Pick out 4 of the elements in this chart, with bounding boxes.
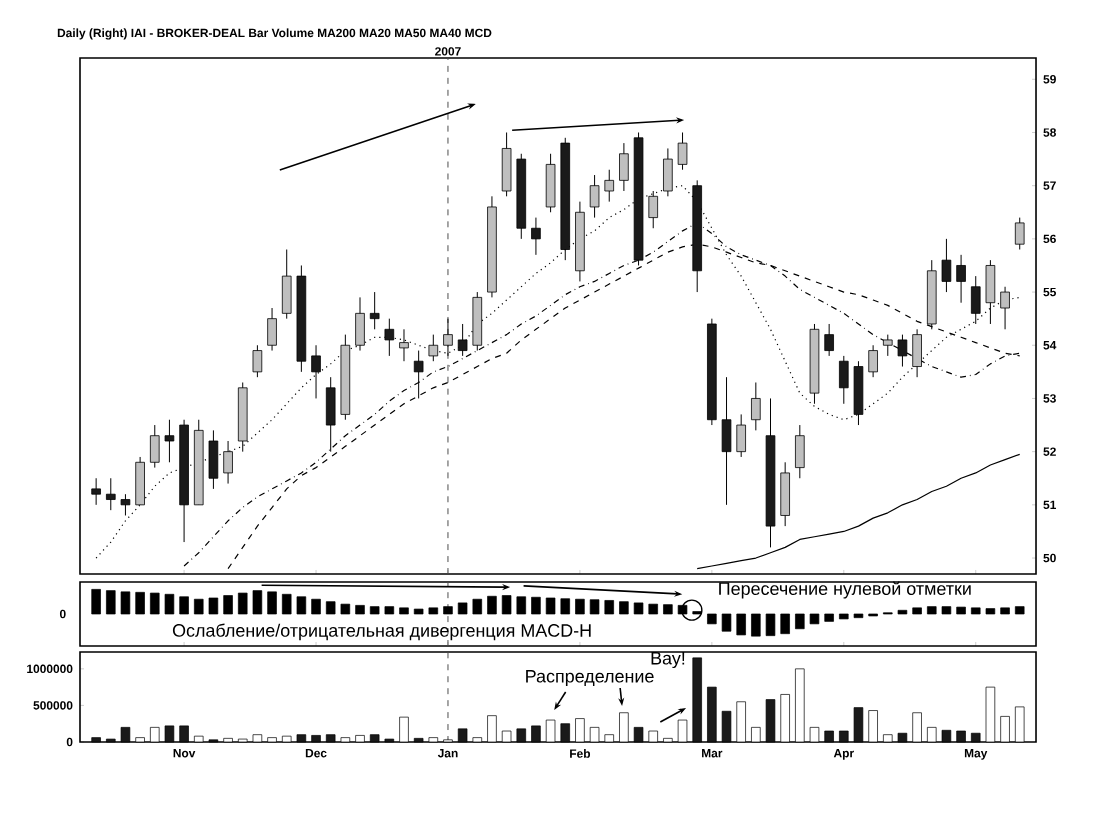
annotation: Вау! (651, 652, 685, 669)
annotation: Пересечение нулевой отметки (719, 581, 971, 599)
annotation: Распределение (526, 670, 654, 687)
annotation: Ослабление/отрицательная дивергенция MACD-H (172, 623, 591, 641)
